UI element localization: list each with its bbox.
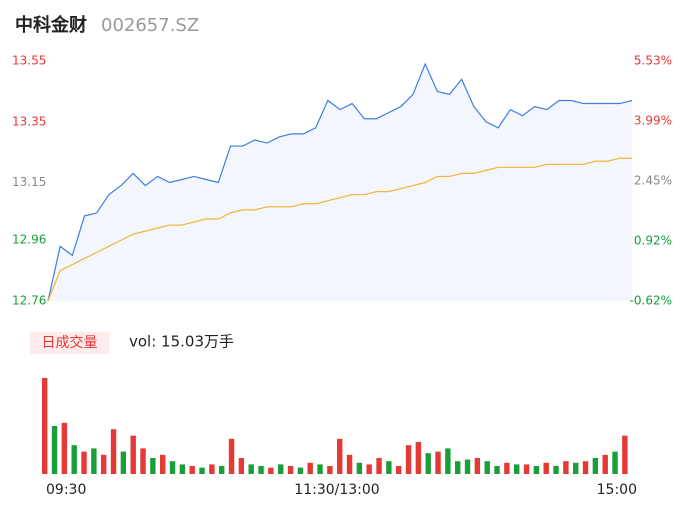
volume-bar [42, 378, 48, 474]
volume-bar [278, 464, 284, 474]
volume-bar [248, 464, 254, 474]
volume-bar [523, 464, 530, 474]
volume-bar [563, 461, 569, 474]
volume-bar [445, 448, 451, 474]
x-tick-label: 15:00 [597, 482, 637, 498]
x-tick-label: 09:30 [46, 482, 86, 498]
volume-bar [258, 466, 264, 474]
volume-total: vol: 15.03万手 [129, 333, 234, 351]
volume-bar [415, 442, 422, 474]
volume-bar [553, 466, 559, 474]
stock-name: 中科金财 [15, 14, 87, 36]
y2-tick-label: 3.99% [634, 114, 672, 128]
volume-bar [435, 451, 441, 474]
volume-bar [110, 429, 117, 474]
volume-bar [602, 454, 608, 474]
volume-bar [533, 466, 540, 474]
volume-bar [307, 462, 313, 474]
volume-bar [455, 461, 461, 474]
volume-bar [405, 445, 412, 474]
y-tick-label: 12.76 [12, 294, 46, 308]
volume-bar [169, 461, 176, 474]
y2-tick-label: 2.45% [634, 174, 672, 188]
volume-bar [484, 461, 490, 474]
volume-bar [81, 451, 87, 474]
price-line [47, 62, 633, 302]
volume-bar [337, 438, 343, 474]
volume-bar [356, 462, 363, 474]
y-tick-label: 13.35 [12, 114, 46, 128]
volume-bar [130, 435, 136, 474]
volume-bar [386, 461, 392, 474]
volume-bar [582, 461, 589, 474]
volume-bar [592, 458, 599, 474]
price-area [48, 64, 632, 302]
volume-bar [61, 422, 68, 474]
volume-bar [376, 458, 382, 474]
volume-bar [199, 467, 205, 474]
volume-label: 日成交量 [42, 334, 98, 351]
volume-bar [120, 451, 127, 474]
volume-bar [327, 466, 333, 474]
volume-bar [366, 464, 372, 474]
volume-bar [51, 426, 58, 474]
volume-bar [612, 451, 618, 474]
volume-bar [297, 467, 304, 474]
volume-bar [494, 466, 500, 474]
volume-bar [228, 438, 235, 474]
volume-bar [573, 462, 579, 474]
volume-bar [150, 458, 156, 474]
volume-bar [101, 454, 107, 474]
x-tick-label: 11:30/13:00 [294, 482, 379, 498]
stock-code: 002657.SZ [101, 15, 199, 36]
volume-bar [268, 467, 274, 474]
price-line [47, 157, 632, 302]
volume-bar [287, 466, 294, 474]
volume-bar [189, 466, 195, 474]
volume-bar [396, 466, 402, 474]
volume-bar [179, 464, 186, 474]
volume-bar [474, 458, 481, 474]
y2-tick-label: -0.62% [630, 294, 672, 308]
volume-bar [622, 435, 628, 474]
volume-bar [219, 466, 225, 474]
label-bg [30, 332, 109, 354]
volume-bar [514, 464, 520, 474]
volume-bar [238, 458, 245, 474]
y-tick-label: 13.55 [12, 54, 46, 68]
volume-bar [543, 462, 549, 474]
volume-bar [160, 454, 166, 474]
volume-bar [464, 459, 471, 474]
y-tick-label: 12.96 [12, 233, 46, 247]
volume-bar [504, 462, 510, 474]
y-tick-label: 13.15 [12, 175, 46, 189]
y2-tick-label: 5.53% [634, 54, 672, 68]
volume-bar [317, 464, 323, 474]
volume-bar [346, 454, 353, 474]
y2-tick-label: 0.92% [634, 233, 672, 247]
volume-bar [71, 445, 77, 474]
volume-bar [140, 448, 146, 474]
volume-bar [91, 448, 97, 474]
volume-bar [425, 453, 431, 474]
volume-bar [209, 464, 215, 474]
